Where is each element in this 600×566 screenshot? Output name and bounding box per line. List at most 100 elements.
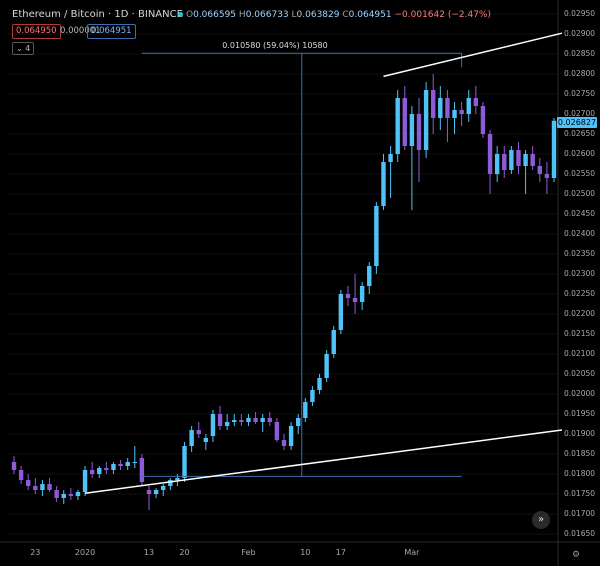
candle-body [338, 294, 344, 330]
ohlc-l-label: L [291, 10, 297, 20]
candle-body [82, 470, 88, 492]
candle-body [253, 418, 258, 422]
candle-body [26, 480, 31, 486]
price-tick-label: 0.02800 [564, 69, 596, 78]
double-chevron-right-icon: » [537, 514, 545, 525]
candle-body [210, 414, 216, 436]
scroll-to-realtime-button[interactable]: » [532, 511, 550, 529]
candle-body [203, 438, 209, 442]
candle-body [132, 462, 137, 463]
candle-body [388, 154, 393, 162]
candle-body [381, 162, 386, 206]
spread-value: 0.000001 [60, 26, 101, 36]
candle-body [367, 266, 372, 286]
candle-body [33, 486, 38, 490]
candle-body [359, 286, 365, 302]
current-price-tag: 0.026827 [557, 117, 597, 128]
candle-body [352, 298, 358, 302]
candle-body [232, 420, 237, 422]
ohlc-low: 0.063829 [296, 10, 340, 20]
candle-body [544, 174, 550, 178]
candle-body [40, 484, 45, 490]
ohlc-legend: O0.066595 H0.066733 L0.063829 C0.064951 … [178, 10, 491, 20]
chevron-down-icon: ⌄ [16, 44, 23, 53]
candle-body [196, 430, 201, 434]
trendline [383, 32, 563, 78]
price-tick-label: 0.02850 [564, 49, 596, 58]
candle-body [267, 418, 272, 422]
ohlc-change: −0.001642 (−2.47%) [394, 10, 492, 20]
time-tick-label: 13 [143, 548, 155, 557]
candle-body [18, 470, 24, 480]
price-tick-label: 0.02400 [564, 229, 596, 238]
candle-body [97, 468, 102, 474]
candle-body [168, 480, 173, 486]
indicators-collapse-button[interactable]: ⌄ 4 [12, 42, 35, 55]
time-tick-label: 23 [30, 548, 41, 557]
candle-body [324, 354, 329, 378]
price-tick-label: 0.02650 [564, 129, 596, 138]
price-tick-label: 0.01900 [564, 429, 596, 438]
time-tick-label: 17 [335, 548, 346, 557]
candle-body [217, 414, 223, 426]
candle-body [153, 490, 159, 494]
candle-body [139, 458, 145, 482]
candle-body [402, 98, 407, 146]
price-tick-label: 0.01800 [564, 469, 596, 478]
candle-body [11, 462, 17, 470]
indicator-count: 4 [25, 44, 31, 53]
candle-body [61, 494, 66, 498]
candle-body [416, 114, 422, 150]
price-tick-label: 0.01850 [564, 449, 596, 458]
candle-body [47, 484, 52, 490]
candle-body [445, 98, 450, 118]
ohlc-open: 0.066595 [193, 10, 237, 20]
price-tick-label: 0.02600 [564, 149, 596, 158]
price-tick-label: 0.02100 [564, 349, 596, 358]
symbol-title[interactable]: Ethereum / Bitcoin · 1D · BINANCE [12, 9, 183, 20]
candle-body [551, 120, 557, 178]
candle-body [473, 98, 479, 106]
candle-body [189, 430, 194, 446]
candle-body [260, 418, 265, 422]
price-tick-label: 0.02900 [564, 29, 596, 38]
ohlc-close: 0.064951 [348, 10, 392, 20]
candle-body [537, 166, 542, 174]
candle-body [487, 134, 493, 174]
candle-body [438, 98, 443, 118]
sell-price-button[interactable]: 0.064950 [12, 24, 61, 39]
price-tick-label: 0.02450 [564, 209, 596, 218]
time-tick-label: 2020 [74, 548, 96, 557]
price-tick-label: 0.01750 [564, 489, 596, 498]
price-tick-label: 0.01650 [564, 529, 596, 538]
ohlc-h-label: H [238, 10, 246, 20]
candle-body [509, 150, 514, 170]
price-tick-label: 0.02300 [564, 269, 596, 278]
candle-body [146, 490, 152, 494]
measure-label: 0.010580 (59.04%) 10580 [222, 41, 328, 50]
status-dot-icon [178, 12, 183, 17]
ohlc-high: 0.066733 [245, 10, 289, 20]
candle-body [452, 110, 457, 118]
candle-body [239, 420, 244, 422]
candle-body [274, 422, 280, 440]
gear-icon[interactable]: ⚙ [572, 550, 581, 560]
candle-body [296, 418, 301, 426]
buy-price-button[interactable]: 0.064951 [87, 24, 136, 39]
candle-body [118, 464, 123, 466]
time-tick-label: 10 [300, 548, 311, 557]
candle-body [310, 390, 315, 402]
candle-body [317, 378, 322, 390]
candle-body [423, 90, 429, 150]
candle-body [224, 422, 230, 426]
price-tick-label: 0.02000 [564, 389, 596, 398]
candle-body [431, 90, 436, 118]
ohlc-o-label: O [186, 10, 194, 20]
candle-body [409, 114, 415, 146]
price-tick-label: 0.02700 [564, 109, 596, 118]
price-tick-label: 0.02050 [564, 369, 596, 378]
candle-body [345, 294, 351, 298]
candle-body [75, 492, 81, 496]
